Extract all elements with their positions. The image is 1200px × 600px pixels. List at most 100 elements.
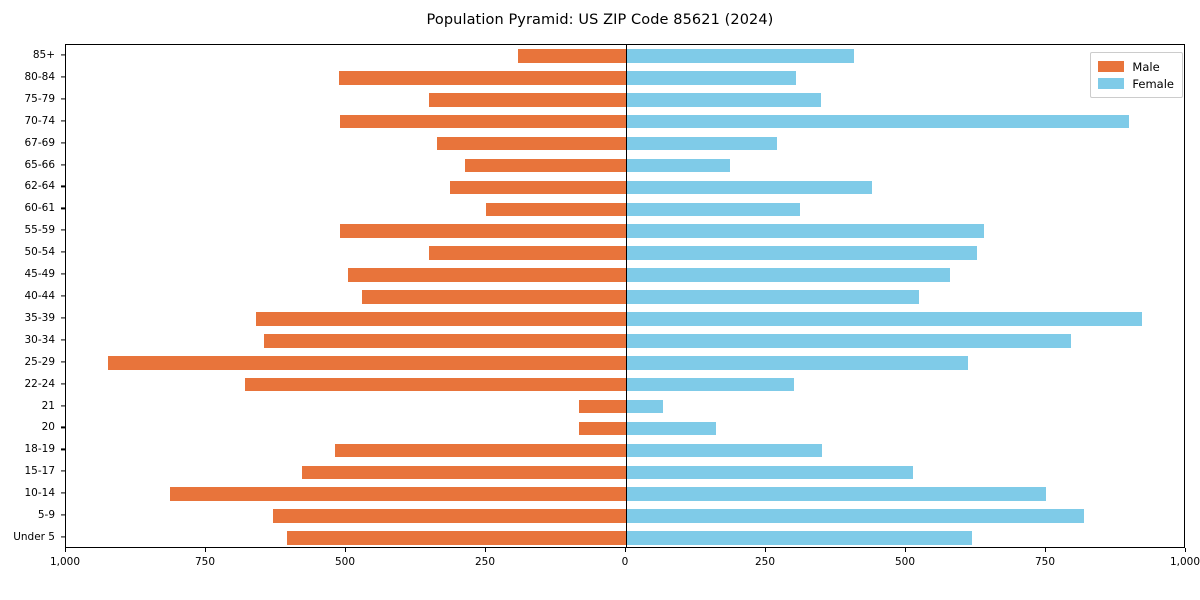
bar-male-60-61 xyxy=(486,202,626,217)
legend-label-female: Female xyxy=(1132,76,1174,91)
legend-swatch-female-icon xyxy=(1098,78,1125,89)
y-tick-label-25-29: 25-29 xyxy=(24,355,55,368)
y-tick-label-40-44: 40-44 xyxy=(24,290,55,302)
y-tick-mark xyxy=(61,339,65,341)
y-tick-label-70-74: 70-74 xyxy=(24,114,55,127)
zero-reference-line xyxy=(626,45,628,547)
bar-row xyxy=(66,509,1184,523)
y-tick-mark xyxy=(61,251,65,253)
y-tick-label-20: 20 xyxy=(41,421,55,434)
legend-swatch-male-icon xyxy=(1098,61,1125,72)
bar-male-30-34 xyxy=(263,334,626,348)
y-tick-label-80-84: 80-84 xyxy=(24,70,55,83)
y-tick-label-85-: 85+ xyxy=(32,48,55,61)
bar-female-under-5 xyxy=(626,531,973,545)
y-tick-label-35-39: 35-39 xyxy=(24,311,55,324)
bar-row xyxy=(66,246,1184,260)
x-tick-label: 500 xyxy=(894,556,916,568)
bar-male-22-24 xyxy=(245,377,626,392)
y-tick-mark xyxy=(61,404,65,407)
y-tick-label-62-64: 62-64 xyxy=(24,180,55,193)
bar-male-18-19 xyxy=(334,443,626,458)
bar-row xyxy=(66,334,1184,348)
bar-row xyxy=(66,71,1184,85)
bar-male-55-59 xyxy=(339,224,626,239)
x-tick-label: 500 xyxy=(334,556,356,568)
legend-label-male: Male xyxy=(1132,59,1160,74)
y-tick-mark xyxy=(61,98,65,100)
y-tick-mark xyxy=(61,229,65,231)
bar-male-20 xyxy=(578,421,626,436)
bar-row xyxy=(66,136,1184,151)
bar-female-22-24 xyxy=(626,377,794,392)
y-axis: Under 5 5-9 10-14 15-17 18-19 20 21 22-24 25-29 3… xyxy=(0,44,65,548)
y-tick-label-15-17: 15-17 xyxy=(24,465,55,478)
x-tick-label: 1,000 xyxy=(49,556,81,568)
bar-row xyxy=(66,202,1184,217)
x-tick-label: 250 xyxy=(754,556,776,568)
bar-row xyxy=(66,531,1184,545)
bar-female-55-59 xyxy=(626,224,984,239)
bar-male-62-64 xyxy=(449,180,626,195)
y-tick-mark xyxy=(61,470,65,472)
y-tick-label-50-54: 50-54 xyxy=(24,246,55,259)
bar-female-80-84 xyxy=(626,71,797,85)
y-tick-mark xyxy=(61,185,65,188)
bar-female-21 xyxy=(626,399,663,414)
bar-row xyxy=(66,268,1184,282)
x-tick-label: 750 xyxy=(1034,556,1056,568)
y-tick-label-10-14: 10-14 xyxy=(24,487,55,500)
bar-row xyxy=(66,290,1184,304)
y-tick-mark xyxy=(61,207,65,209)
bar-male-80-84 xyxy=(338,71,626,85)
chart-title: Population Pyramid: US ZIP Code 85621 (2… xyxy=(426,12,774,28)
bar-row xyxy=(66,465,1184,480)
bar-row xyxy=(66,92,1184,107)
y-tick-mark xyxy=(61,142,65,144)
bar-female-70-74 xyxy=(626,114,1129,129)
bar-male-85- xyxy=(518,49,626,63)
bar-row xyxy=(66,180,1184,195)
y-tick-label-5-9: 5-9 xyxy=(37,509,55,522)
x-tick-mark xyxy=(65,548,67,552)
bar-female-20 xyxy=(626,421,717,436)
y-tick-mark xyxy=(61,163,65,166)
bar-female-5-9 xyxy=(626,509,1085,523)
x-tick-mark xyxy=(625,548,627,552)
y-tick-mark xyxy=(61,76,65,78)
bar-male-65-66 xyxy=(464,158,626,173)
bar-male-75-79 xyxy=(428,92,626,107)
legend-entry-male[interactable]: Male xyxy=(1098,58,1174,75)
bar-female-18-19 xyxy=(626,443,822,458)
y-tick-label-18-19: 18-19 xyxy=(24,443,55,456)
bar-female-65-66 xyxy=(626,158,731,173)
y-tick-label-60-61: 60-61 xyxy=(24,202,55,215)
x-tick-mark xyxy=(345,548,347,552)
x-tick-mark xyxy=(205,548,207,552)
y-tick-label-65-66: 65-66 xyxy=(24,158,55,171)
bar-male-70-74 xyxy=(340,114,626,129)
bar-row xyxy=(66,224,1184,239)
bar-male-15-17 xyxy=(302,465,626,480)
bar-male-35-39 xyxy=(255,312,626,326)
x-tick-label: 0 xyxy=(621,556,629,568)
x-tick-label: 750 xyxy=(194,556,216,568)
bar-female-15-17 xyxy=(626,465,913,480)
bar-female-10-14 xyxy=(626,487,1046,501)
bars-layer xyxy=(66,45,1184,547)
bar-female-25-29 xyxy=(626,355,969,370)
y-tick-mark xyxy=(61,426,65,429)
legend-entry-female[interactable]: Female xyxy=(1098,75,1174,92)
y-tick-label-67-69: 67-69 xyxy=(24,136,55,149)
bar-male-21 xyxy=(578,399,626,414)
y-tick-label-under-5: Under 5 xyxy=(13,531,55,544)
bar-row xyxy=(66,158,1184,173)
bar-row xyxy=(66,377,1184,392)
bar-row xyxy=(66,114,1184,129)
bar-female-50-54 xyxy=(626,246,978,260)
x-tick-mark xyxy=(1185,548,1187,552)
y-tick-mark xyxy=(61,317,65,319)
bar-row xyxy=(66,487,1184,501)
bar-female-75-79 xyxy=(626,92,821,107)
